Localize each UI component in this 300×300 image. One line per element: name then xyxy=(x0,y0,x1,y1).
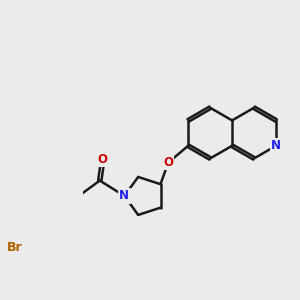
Text: N: N xyxy=(271,139,281,152)
Text: O: O xyxy=(163,156,173,169)
Text: Br: Br xyxy=(7,241,22,254)
Text: N: N xyxy=(119,189,129,203)
Text: O: O xyxy=(98,153,108,166)
